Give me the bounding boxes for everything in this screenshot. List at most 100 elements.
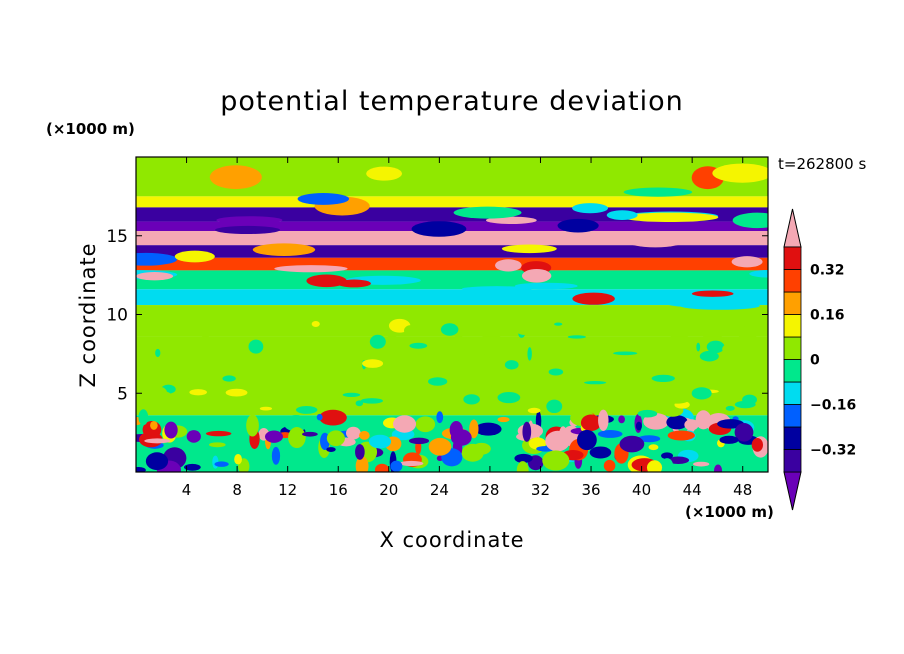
heatmap-cell [362, 359, 384, 368]
heatmap-cell [316, 413, 323, 421]
heatmap-cell [659, 349, 677, 357]
y-tick-label: 10 [106, 306, 128, 326]
heatmap-cell [346, 426, 361, 440]
heatmap-cell [661, 458, 674, 472]
heatmap-cell [521, 269, 552, 283]
heatmap-cell [606, 210, 638, 220]
heatmap-cell [635, 421, 642, 431]
heatmap-cell [725, 405, 735, 411]
heatmap-cell [619, 435, 645, 453]
colorbar-segment [783, 404, 802, 428]
heatmap-cell [355, 400, 364, 407]
heatmap-cell [651, 374, 675, 383]
heatmap-cell [603, 459, 616, 472]
heatmap-cell [485, 216, 537, 224]
colorbar-segment [783, 314, 802, 338]
heatmap-cell [654, 357, 679, 371]
heatmap-cell [149, 364, 162, 373]
heatmap-cell [472, 329, 480, 336]
heatmap-cell [209, 165, 262, 190]
heatmap-cell [527, 347, 532, 361]
colorbar-extend-low [783, 471, 802, 511]
heatmap-cell [225, 388, 248, 397]
heatmap-cell [545, 430, 570, 452]
heatmap-cell [346, 295, 423, 305]
x-tick: 24 [430, 157, 449, 499]
heatmap-cell [409, 342, 428, 349]
heatmap-cell [680, 301, 760, 310]
heatmap-cell [732, 212, 768, 229]
heatmap-cell [751, 438, 764, 452]
heatmap-cell [676, 347, 697, 352]
heatmap-cell [580, 414, 602, 432]
heatmap-cell [646, 460, 663, 472]
heatmap-cell [265, 430, 283, 443]
heatmap-cell [522, 421, 532, 442]
heatmap-cell [342, 392, 361, 397]
heatmap-cell [719, 435, 739, 444]
colorbar-segment [783, 246, 802, 270]
colorbar-segment [783, 426, 802, 450]
colorbar-extend-high [783, 208, 802, 248]
heatmap-cell [209, 442, 226, 448]
heatmap-cell [514, 453, 533, 463]
heatmap-cell [138, 409, 149, 426]
heatmap-cell [546, 342, 568, 351]
heatmap-cell [144, 438, 171, 444]
colorbar-label: −0.32 [810, 443, 856, 459]
heatmap-cell [572, 203, 609, 214]
heatmap-cell [150, 420, 158, 430]
heatmap-cell [623, 187, 693, 197]
heatmap-cell [142, 386, 156, 401]
heatmap-cell [368, 434, 392, 449]
heatmap-cell [252, 243, 316, 257]
heatmap-cell [333, 449, 340, 461]
heatmap-cell [567, 335, 586, 339]
heatmap-cell [374, 463, 390, 472]
x-tick: 16 [329, 157, 348, 499]
y-tick-label: 5 [117, 384, 128, 404]
heatmap-cell [288, 427, 306, 449]
heatmap-cell [638, 318, 656, 329]
x-tick: 12 [278, 157, 297, 499]
heatmap-cell [450, 429, 472, 446]
x-tick: 44 [683, 157, 702, 499]
heatmap-cell [514, 282, 578, 290]
heatmap-cell [246, 414, 259, 437]
heatmap-cell [404, 325, 418, 337]
x-tick-label: 32 [531, 481, 550, 499]
heatmap-cell [326, 447, 336, 452]
x-tick-label: 40 [632, 481, 651, 499]
heatmap-cell [497, 391, 521, 404]
colorbar-segment [783, 359, 802, 383]
heatmap-cell [454, 332, 463, 346]
heatmap-cell [393, 415, 417, 433]
heatmap-cell [527, 407, 541, 414]
y-tick: 10 [106, 306, 768, 326]
heatmap-cell [136, 290, 193, 295]
heatmap-cell [216, 216, 283, 225]
x-tick-label: 48 [733, 481, 752, 499]
x-tick: 40 [632, 157, 651, 499]
heatmap-cell [691, 387, 712, 400]
heatmap-cell [331, 398, 344, 407]
heatmap-cell [618, 415, 625, 424]
heatmap-cell [296, 355, 310, 366]
heatmap-cell [648, 444, 659, 451]
heatmap-cell [297, 193, 350, 205]
heatmap-cell [360, 398, 383, 404]
heatmap-cell [187, 237, 231, 244]
chart-title: potential temperature deviation [220, 86, 684, 117]
heatmap-cell [667, 430, 695, 441]
heatmap-cell [222, 375, 236, 382]
heatmap-cell [713, 464, 723, 472]
heatmap-cell [495, 259, 522, 272]
colorbar-segment [783, 381, 802, 405]
heatmap-cell [283, 414, 309, 432]
heatmap-cell [145, 452, 169, 471]
heatmap-cell [516, 461, 529, 472]
heatmap-cell [554, 322, 563, 326]
heatmap-cell [319, 409, 347, 426]
x-tick-label: 20 [379, 481, 398, 499]
